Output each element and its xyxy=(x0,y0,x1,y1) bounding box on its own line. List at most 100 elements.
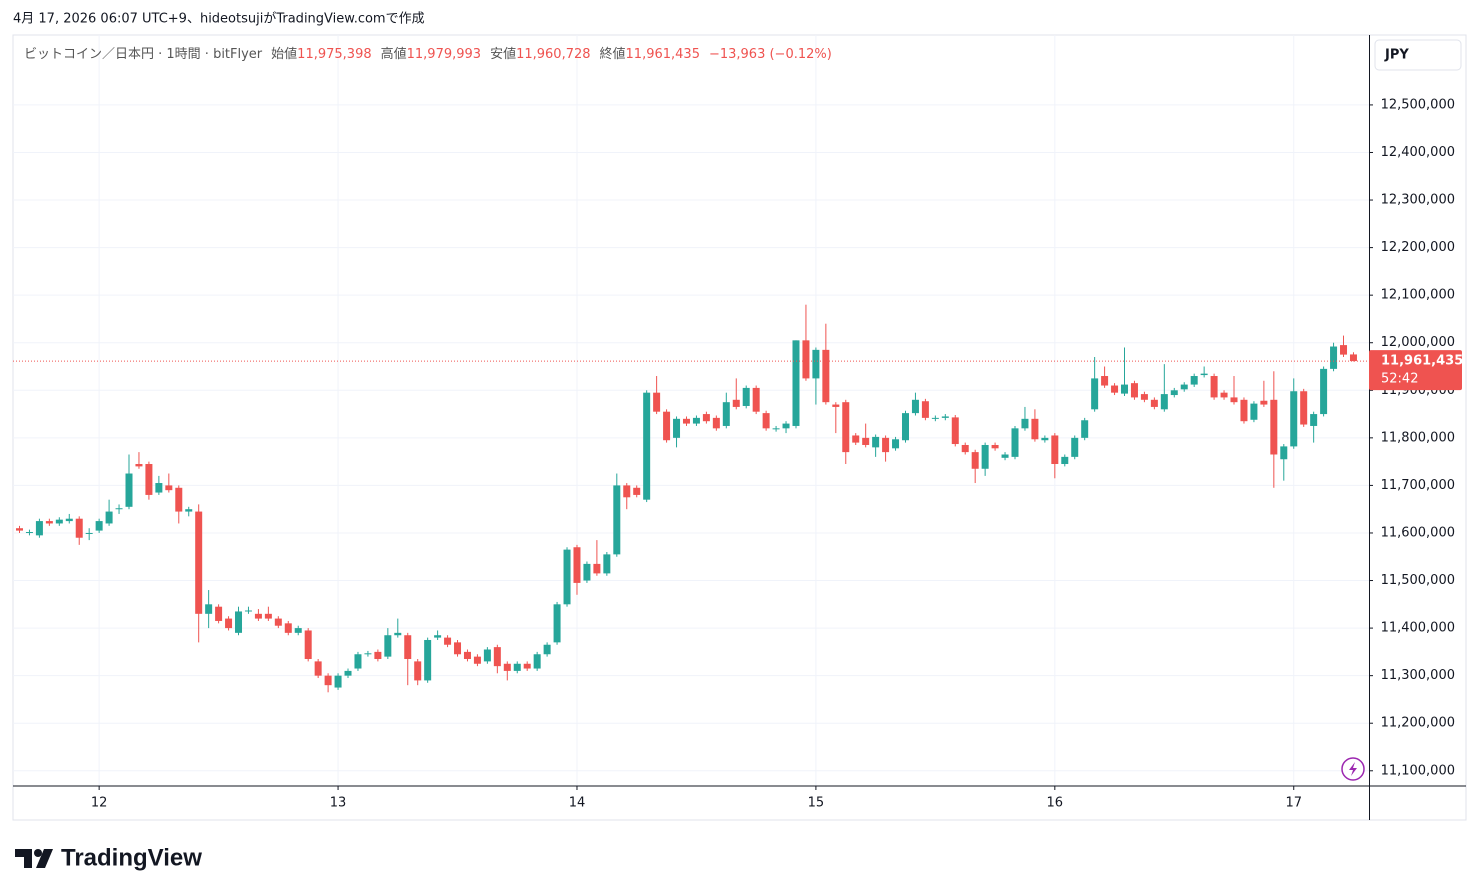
candle-body xyxy=(603,554,611,574)
candle-body xyxy=(663,411,671,441)
candle-body xyxy=(1200,373,1208,376)
candle-body xyxy=(533,654,541,669)
last-price: 11,961,435 52:42 xyxy=(13,350,1463,391)
candle-body xyxy=(1190,376,1198,385)
axes: 11,100,000 11,200,000 11,300,000 11,400,000… xyxy=(91,97,1455,810)
candle-body xyxy=(762,413,770,429)
x-tick-label: 16 xyxy=(1047,796,1064,811)
candle-body xyxy=(692,417,700,424)
legend-label: 始値 xyxy=(271,46,297,62)
candle-body xyxy=(563,549,571,605)
candle-body xyxy=(264,613,272,619)
candle-body xyxy=(175,487,183,512)
candle-body xyxy=(752,387,760,412)
candle-body xyxy=(673,418,681,438)
candle-body xyxy=(414,661,422,681)
candle-body xyxy=(1051,435,1059,465)
logo-mark xyxy=(36,849,53,868)
x-tick-label: 12 xyxy=(91,796,108,811)
candle-body xyxy=(1001,454,1009,458)
candle-body xyxy=(682,418,690,424)
candle-body xyxy=(633,487,641,495)
candle-body xyxy=(493,647,501,667)
candle-body xyxy=(384,635,392,657)
candle-body xyxy=(782,423,790,429)
candle-body xyxy=(1310,414,1318,426)
candle-body xyxy=(105,511,113,524)
candle-body xyxy=(344,670,352,676)
candle-body xyxy=(294,628,302,633)
brand: TradingView xyxy=(61,844,202,871)
candle-body xyxy=(742,387,750,406)
candle-body xyxy=(872,436,880,448)
candle-body xyxy=(225,618,233,629)
y-tick-label: 11,800,000 xyxy=(1381,430,1455,445)
candle-body xyxy=(404,635,412,660)
candle-body xyxy=(424,639,432,681)
legend-label: 高値 xyxy=(381,46,407,62)
candle-body xyxy=(244,610,252,612)
candle-body xyxy=(165,485,173,491)
candle-body xyxy=(55,519,63,524)
currency-box xyxy=(1374,39,1462,71)
candle-body xyxy=(573,547,581,583)
candle-body xyxy=(463,651,471,660)
candle-body xyxy=(931,417,939,419)
y-tick-label: 11,100,000 xyxy=(1381,763,1455,778)
legend-value: 11,961,435 xyxy=(626,47,700,62)
legend-change: −13,963 (−0.12%) xyxy=(709,47,832,62)
candle-body xyxy=(1220,392,1228,398)
candle-body xyxy=(215,606,223,621)
candle-body xyxy=(921,401,929,418)
candle-body xyxy=(1170,390,1178,396)
legend: ビットコイン／日本円 · 1時間 · bitFlyer 始値11,975,398 高… xyxy=(24,46,832,62)
candle-body xyxy=(653,392,661,412)
candle-body xyxy=(1349,354,1357,362)
candle-body xyxy=(1121,384,1129,394)
candle-body xyxy=(1320,368,1328,415)
candle-body xyxy=(991,444,999,449)
candle-body xyxy=(1011,428,1019,457)
candle-body xyxy=(1150,399,1158,407)
candle-body xyxy=(394,632,402,636)
candle-body xyxy=(852,435,860,443)
candle-body xyxy=(961,444,969,453)
candle-body xyxy=(334,675,342,688)
candle-body xyxy=(1210,376,1218,398)
candle-body xyxy=(1041,437,1049,441)
candle-body xyxy=(25,532,33,534)
candle-body xyxy=(1340,345,1348,355)
x-tick-label: 17 xyxy=(1285,796,1302,811)
y-tick-label: 12,200,000 xyxy=(1381,240,1455,255)
candle-body xyxy=(702,414,710,422)
candle-body xyxy=(75,518,83,538)
candle-body xyxy=(1250,403,1258,420)
candle-body xyxy=(583,563,591,581)
candle-body xyxy=(1160,394,1168,410)
candle-body xyxy=(45,521,53,524)
candle-body xyxy=(712,417,720,429)
candle-body xyxy=(1140,394,1148,400)
candle-body xyxy=(822,349,830,403)
countdown: 52:42 xyxy=(1381,372,1418,387)
candle-body xyxy=(911,399,919,414)
candle-body xyxy=(35,521,43,536)
candle-body xyxy=(324,675,332,686)
candle-body xyxy=(1021,418,1029,429)
candle-body xyxy=(553,604,561,643)
candle-body xyxy=(1091,378,1099,410)
candle-body xyxy=(941,416,949,418)
candle-body xyxy=(722,402,730,426)
candle-body xyxy=(862,437,870,445)
candle-body xyxy=(284,623,292,633)
y-tick-label: 11,700,000 xyxy=(1381,478,1455,493)
candle-body xyxy=(1081,420,1089,438)
last-price-box xyxy=(1369,350,1462,391)
candle-body xyxy=(483,649,491,662)
candle-body xyxy=(643,392,651,500)
y-tick-label: 11,200,000 xyxy=(1381,716,1455,731)
candle-body xyxy=(16,528,23,531)
candle-body xyxy=(882,437,890,453)
x-tick-label: 13 xyxy=(330,796,347,811)
candle-body xyxy=(1240,399,1248,422)
